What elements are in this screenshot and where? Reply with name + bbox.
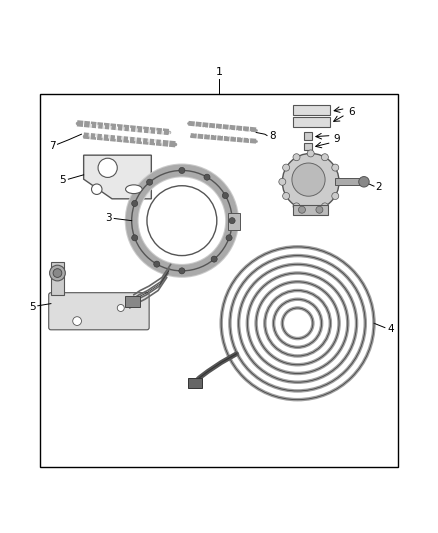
Circle shape [53,269,62,277]
Text: 7: 7 [49,141,55,150]
Bar [188,378,202,388]
Bar [293,205,328,215]
Circle shape [132,200,138,207]
Circle shape [283,154,339,210]
Circle shape [132,235,138,241]
Text: 8: 8 [269,132,276,141]
Bar [304,142,312,150]
Ellipse shape [126,185,142,193]
Text: 2: 2 [375,182,382,192]
Circle shape [179,167,185,174]
Circle shape [316,206,323,213]
Text: 1: 1 [215,67,223,77]
Circle shape [321,203,328,210]
Text: 4: 4 [387,324,394,334]
Circle shape [336,179,343,185]
Circle shape [307,207,314,214]
Text: 9: 9 [333,134,340,144]
Circle shape [49,265,65,281]
Circle shape [179,268,185,274]
FancyBboxPatch shape [49,293,149,330]
Bar [51,262,64,295]
FancyBboxPatch shape [293,117,330,127]
Circle shape [292,163,325,196]
Circle shape [283,192,290,199]
Text: 5: 5 [29,302,35,312]
Text: 3: 3 [106,213,112,223]
FancyBboxPatch shape [293,106,330,115]
Circle shape [204,174,210,180]
Circle shape [73,317,81,326]
Circle shape [332,192,339,199]
Circle shape [298,206,305,213]
Circle shape [283,164,290,171]
Circle shape [293,203,300,210]
Circle shape [117,304,124,311]
Circle shape [293,154,300,161]
Circle shape [92,184,102,195]
Bar [228,213,240,230]
Circle shape [154,261,160,267]
Circle shape [359,176,369,187]
Text: 6: 6 [348,107,354,117]
Circle shape [226,235,232,241]
Bar [40,94,398,467]
Circle shape [321,154,328,161]
Circle shape [307,150,314,157]
Circle shape [223,192,229,199]
Bar [125,296,141,306]
Bar [335,179,361,185]
Circle shape [98,158,117,177]
Circle shape [229,217,235,224]
Circle shape [211,256,217,262]
Circle shape [332,164,339,171]
Text: 5: 5 [59,175,65,185]
Circle shape [147,179,153,185]
Polygon shape [84,155,151,199]
Bar [304,132,312,140]
Circle shape [279,179,286,185]
